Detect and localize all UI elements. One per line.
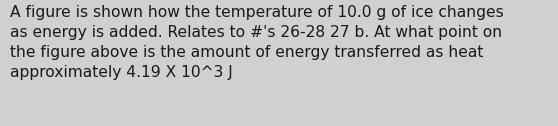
Text: A figure is shown how the temperature of 10.0 g of ice changes
as energy is adde: A figure is shown how the temperature of… [10,5,504,80]
